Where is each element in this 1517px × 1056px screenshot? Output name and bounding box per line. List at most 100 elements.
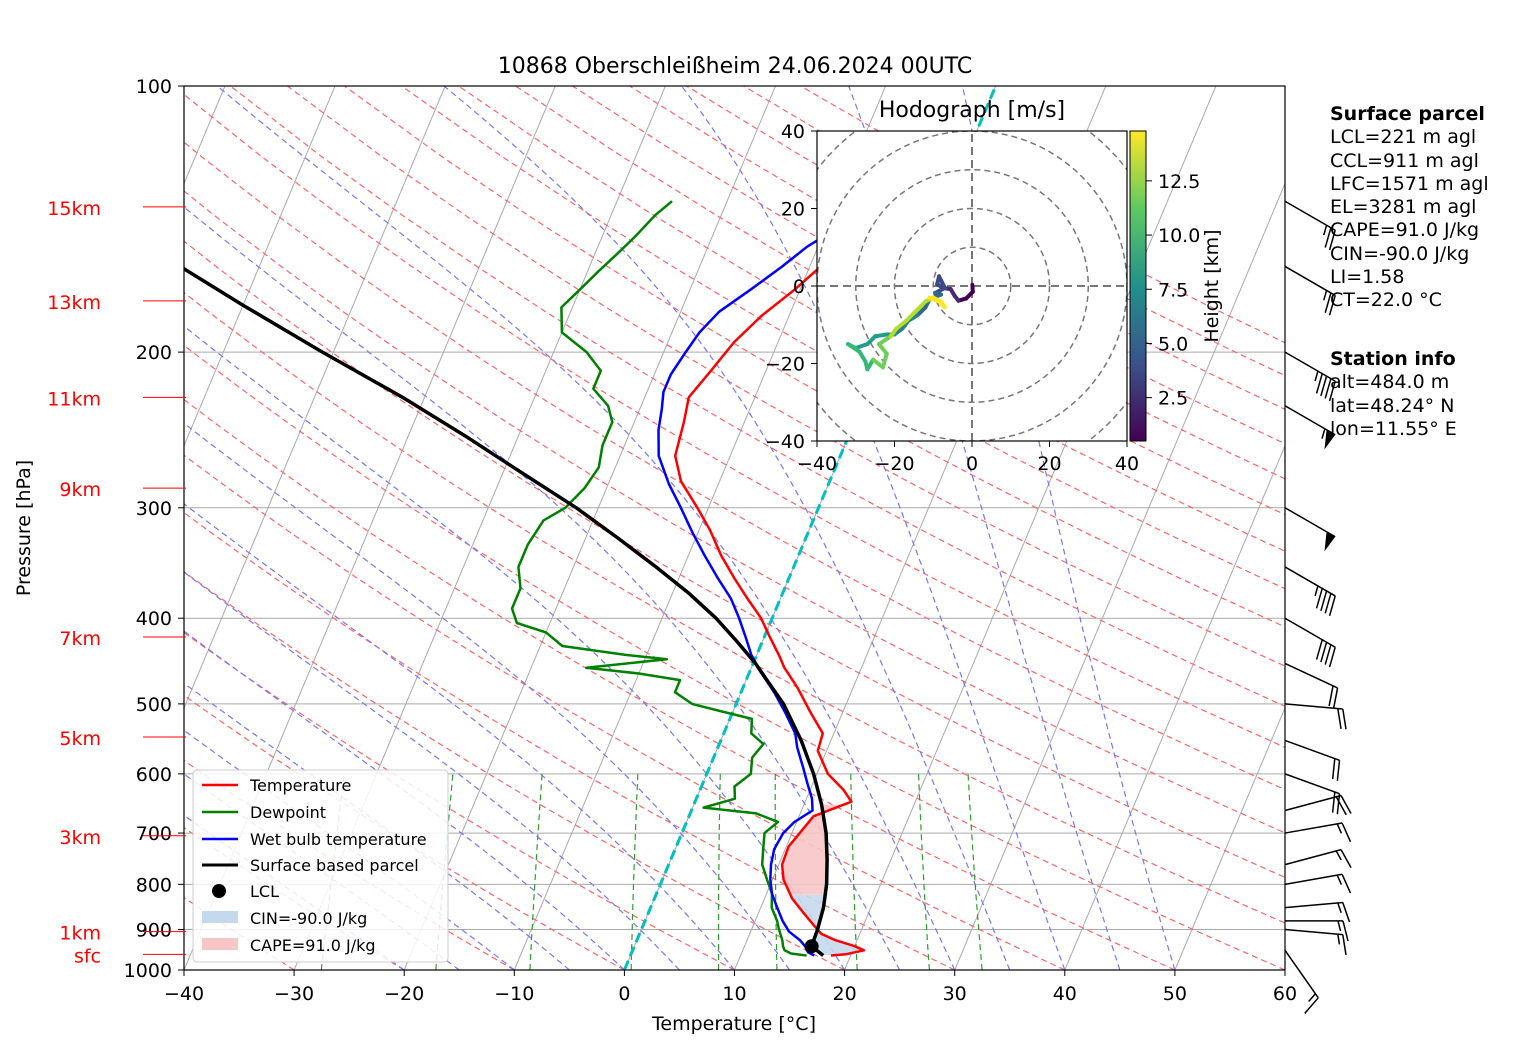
colorbar-tick-label: 7.5 (1158, 279, 1188, 301)
barb-full (1337, 708, 1342, 729)
x-tick-label: 40 (1053, 983, 1077, 1005)
height-label: 13km (47, 292, 101, 314)
hodograph-ticks: −40−40 −20 −20 0 0 20 20 40 40 (765, 121, 1139, 475)
mixing-ratio-line (717, 773, 721, 970)
isotherm-line (1064, 444, 1285, 970)
moist-adiabat-line (184, 682, 570, 970)
barb-full (1340, 795, 1352, 814)
temperature-line (673, 200, 894, 957)
height-label: 5km (59, 728, 101, 750)
y-tick-label: 600 (136, 764, 172, 786)
wind-barb (1284, 773, 1341, 815)
colorbar-tick-label: 10.0 (1158, 225, 1200, 247)
barb-full (1324, 292, 1332, 313)
wind-barb (1285, 920, 1349, 942)
dry-adiabat-line (184, 511, 955, 970)
hodo-x-tick-label: 40 (1115, 453, 1139, 475)
hodograph-segment (846, 342, 862, 354)
x-tick-label: 10 (722, 983, 746, 1005)
hodograph-segment (877, 334, 893, 347)
barb-half (1321, 428, 1326, 439)
hodo-x-tick-label: 20 (1037, 453, 1061, 475)
y-tick-label: 100 (136, 76, 172, 98)
barb-full (1324, 644, 1332, 665)
x-tick-label: 50 (1163, 983, 1187, 1005)
barb-full (1336, 793, 1341, 815)
barb-half (1323, 225, 1328, 236)
mixing-ratio-line (774, 773, 778, 970)
wind-barb (1284, 265, 1336, 316)
legend-label-dewpoint: Dewpoint (250, 803, 326, 822)
barb-full (1332, 687, 1339, 709)
ccl-value: CCL=911 m agl (1330, 149, 1479, 172)
barb-full (1315, 373, 1323, 394)
x-tick-label: 20 (833, 983, 857, 1005)
barb-shaft (1284, 405, 1336, 436)
colorbar-label: Height [km] (1201, 229, 1223, 342)
barb-full (1328, 380, 1336, 402)
hodo-x-tick-label: −20 (874, 453, 914, 475)
moist-adiabat-line (961, 86, 1176, 970)
wind-barb (1284, 200, 1336, 251)
legend-box (192, 769, 449, 963)
barb-full (1335, 796, 1347, 816)
wind-barb (1284, 617, 1336, 668)
barb-shaft (1284, 265, 1336, 297)
barb-half (1336, 874, 1343, 885)
barb-half (1336, 823, 1343, 834)
height-label: 1km (59, 923, 101, 945)
moist-adiabat-line (184, 422, 790, 970)
surface-parcel-panel: Surface parcel LCL=221 m agl CCL=911 m a… (1330, 103, 1489, 313)
mixing-ratio-line (967, 773, 983, 970)
hodograph: Hodograph [m/s] −40−40 −20 −20 0 0 20 20 40 40 2… (765, 98, 1223, 475)
legend: Temperature Dewpoint Wet bulb temperatur… (192, 769, 449, 963)
y-tick-label: 700 (136, 823, 172, 845)
barb-full (1341, 822, 1352, 843)
lfc-value: LFC=1571 m agl (1330, 172, 1489, 195)
height-label: 15km (47, 198, 101, 220)
x-tick-label: 60 (1273, 983, 1297, 1005)
x-axis-ticks: −40 −30 −20 −10 0 10 20 30 40 50 60 (164, 970, 1297, 1005)
mixing-ratio-line (529, 773, 543, 970)
barb-shaft (1284, 928, 1343, 936)
cape-area (782, 804, 844, 895)
wind-barb (1284, 566, 1336, 616)
isotherm-line (844, 86, 1217, 970)
wind-barb (1284, 822, 1352, 843)
dry-adiabat-line (184, 240, 1285, 878)
barb-full (1342, 902, 1351, 923)
x-tick-label: −10 (494, 983, 534, 1005)
dry-adiabat-line (184, 570, 845, 970)
legend-label-wetbulb: Wet bulb temperature (250, 830, 427, 849)
station-latitude: lat=48.24° N (1330, 394, 1455, 417)
mixing-ratio-line (630, 773, 639, 970)
barb-half (1323, 290, 1328, 301)
ct-value: CT=22.0 °C (1330, 289, 1442, 312)
cin-area (790, 894, 864, 956)
station-longitude: lon=11.55° E (1330, 417, 1457, 440)
legend-swatch-cin (202, 911, 238, 923)
lcl-value: LCL=221 m agl (1330, 126, 1477, 149)
barb-shaft (1284, 617, 1336, 648)
isotherm-line (184, 86, 336, 448)
mixing-ratio-line (850, 773, 858, 970)
hodograph-ring (932, 246, 1012, 326)
wind-barbs (1284, 200, 1352, 1014)
y-tick-label: 800 (136, 874, 172, 896)
wind-barb (1284, 662, 1339, 709)
x-tick-label: −30 (274, 983, 314, 1005)
dewpoint-line (510, 200, 807, 957)
hodograph-rings (817, 131, 1127, 441)
barb-full (1320, 642, 1328, 663)
wind-barb (1284, 739, 1341, 781)
isobar-grid (184, 351, 1285, 931)
hodograph-colorbar (1129, 130, 1147, 442)
y-tick-label: 300 (136, 498, 172, 520)
wetbulb-line (657, 200, 883, 957)
hodograph-segment (853, 342, 870, 350)
hodograph-segment (880, 351, 889, 370)
height-label: sfc (74, 945, 101, 967)
barb-half (1337, 902, 1342, 913)
wind-barb (1284, 949, 1319, 1014)
barb-full (1336, 760, 1341, 781)
